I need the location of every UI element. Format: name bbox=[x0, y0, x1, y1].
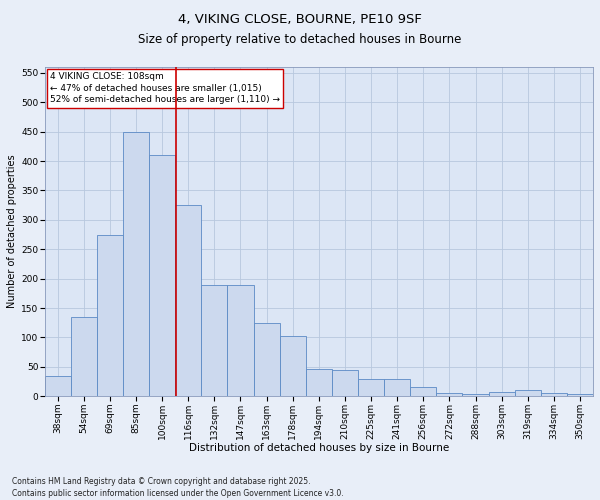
Bar bbox=[332, 370, 358, 396]
Bar bbox=[410, 388, 436, 396]
Text: Size of property relative to detached houses in Bourne: Size of property relative to detached ho… bbox=[139, 32, 461, 46]
Bar bbox=[44, 376, 71, 396]
Text: 4 VIKING CLOSE: 108sqm
← 47% of detached houses are smaller (1,015)
52% of semi-: 4 VIKING CLOSE: 108sqm ← 47% of detached… bbox=[50, 72, 280, 104]
Bar bbox=[463, 394, 488, 396]
Bar bbox=[202, 284, 227, 397]
Bar bbox=[358, 378, 384, 396]
Y-axis label: Number of detached properties: Number of detached properties bbox=[7, 155, 17, 308]
Bar bbox=[567, 394, 593, 396]
Bar bbox=[71, 317, 97, 396]
Bar bbox=[280, 336, 306, 396]
Bar bbox=[227, 284, 254, 397]
X-axis label: Distribution of detached houses by size in Bourne: Distribution of detached houses by size … bbox=[189, 443, 449, 453]
Bar bbox=[306, 368, 332, 396]
Bar bbox=[384, 378, 410, 396]
Text: 4, VIKING CLOSE, BOURNE, PE10 9SF: 4, VIKING CLOSE, BOURNE, PE10 9SF bbox=[178, 12, 422, 26]
Bar bbox=[436, 394, 463, 396]
Bar bbox=[123, 132, 149, 396]
Bar bbox=[149, 155, 175, 396]
Bar bbox=[254, 323, 280, 396]
Bar bbox=[515, 390, 541, 396]
Bar bbox=[97, 234, 123, 396]
Bar bbox=[488, 392, 515, 396]
Bar bbox=[175, 205, 202, 396]
Text: Contains HM Land Registry data © Crown copyright and database right 2025.
Contai: Contains HM Land Registry data © Crown c… bbox=[12, 478, 344, 498]
Bar bbox=[541, 394, 567, 396]
